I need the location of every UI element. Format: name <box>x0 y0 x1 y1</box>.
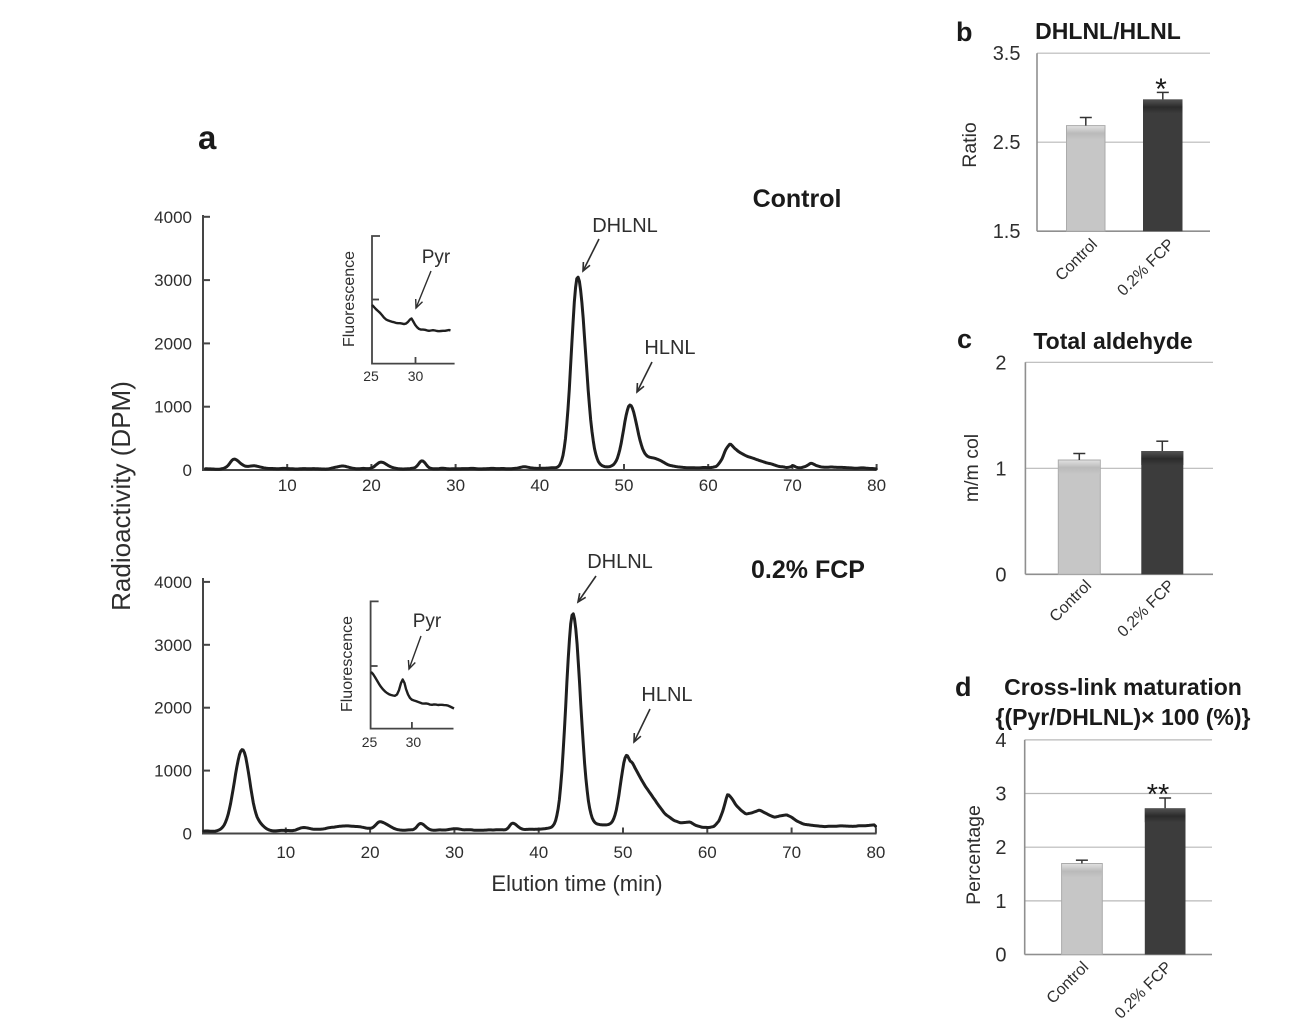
svg-text:40: 40 <box>529 843 548 862</box>
svg-text:1000: 1000 <box>154 398 192 417</box>
svg-text:Pyr: Pyr <box>422 247 451 268</box>
svg-text:1: 1 <box>995 458 1006 480</box>
svg-text:c: c <box>957 324 972 354</box>
svg-text:70: 70 <box>783 476 802 495</box>
svg-text:DHLNL: DHLNL <box>587 551 653 573</box>
svg-text:0: 0 <box>995 564 1006 586</box>
svg-text:{(Pyr/DHLNL)× 100 (%)}: {(Pyr/DHLNL)× 100 (%)} <box>996 704 1251 730</box>
svg-text:40: 40 <box>530 476 549 495</box>
svg-text:2.5: 2.5 <box>993 132 1021 154</box>
svg-text:0: 0 <box>183 825 192 844</box>
svg-text:m/m col: m/m col <box>961 434 983 502</box>
svg-text:Total aldehyde: Total aldehyde <box>1033 328 1192 354</box>
svg-text:60: 60 <box>698 843 717 862</box>
svg-text:25: 25 <box>362 734 378 750</box>
svg-text:1.5: 1.5 <box>993 221 1021 243</box>
svg-text:*: * <box>1155 73 1167 106</box>
svg-text:3.5: 3.5 <box>993 43 1021 65</box>
svg-text:30: 30 <box>445 843 464 862</box>
svg-text:30: 30 <box>406 734 422 750</box>
svg-text:20: 20 <box>362 476 381 495</box>
svg-text:4000: 4000 <box>154 573 192 592</box>
svg-text:Pyr: Pyr <box>413 611 442 632</box>
svg-text:2000: 2000 <box>154 699 192 718</box>
svg-text:a: a <box>198 119 217 156</box>
svg-text:4000: 4000 <box>154 208 192 227</box>
svg-text:2: 2 <box>995 837 1006 859</box>
svg-text:0: 0 <box>995 945 1006 967</box>
svg-text:3000: 3000 <box>154 636 192 655</box>
svg-text:**: ** <box>1147 779 1170 811</box>
svg-text:1: 1 <box>995 891 1006 913</box>
svg-text:2000: 2000 <box>154 334 192 353</box>
svg-text:Fluorescence: Fluorescence <box>339 616 356 712</box>
svg-text:d: d <box>955 672 972 702</box>
svg-text:20: 20 <box>361 843 380 862</box>
svg-text:50: 50 <box>614 843 633 862</box>
svg-text:HLNL: HLNL <box>641 684 692 706</box>
svg-text:Control: Control <box>753 185 842 213</box>
svg-text:Percentage: Percentage <box>963 805 985 905</box>
svg-text:Ratio: Ratio <box>959 122 981 168</box>
svg-text:3: 3 <box>995 784 1006 806</box>
svg-text:HLNL: HLNL <box>644 337 695 359</box>
svg-text:60: 60 <box>699 476 718 495</box>
svg-text:3000: 3000 <box>154 271 192 290</box>
svg-text:1000: 1000 <box>154 762 192 781</box>
svg-text:25: 25 <box>363 368 379 384</box>
svg-text:DHLNL: DHLNL <box>592 215 658 237</box>
svg-text:Cross-link maturation: Cross-link maturation <box>1004 674 1242 700</box>
svg-text:Radioactivity (DPM): Radioactivity (DPM) <box>106 381 136 611</box>
svg-text:80: 80 <box>867 476 886 495</box>
svg-text:70: 70 <box>782 843 801 862</box>
svg-text:DHLNL/HLNL: DHLNL/HLNL <box>1035 18 1181 44</box>
svg-text:80: 80 <box>866 843 885 862</box>
svg-text:30: 30 <box>408 368 424 384</box>
svg-text:4: 4 <box>995 730 1006 752</box>
svg-text:Fluorescence: Fluorescence <box>341 251 358 347</box>
svg-text:0.2% FCP: 0.2% FCP <box>751 556 865 584</box>
svg-text:50: 50 <box>615 476 634 495</box>
svg-text:0: 0 <box>183 461 192 480</box>
svg-text:b: b <box>956 17 973 47</box>
svg-text:2: 2 <box>995 352 1006 374</box>
svg-text:10: 10 <box>276 843 295 862</box>
svg-text:Elution time (min): Elution time (min) <box>491 871 662 896</box>
svg-text:10: 10 <box>278 476 297 495</box>
svg-text:30: 30 <box>446 476 465 495</box>
